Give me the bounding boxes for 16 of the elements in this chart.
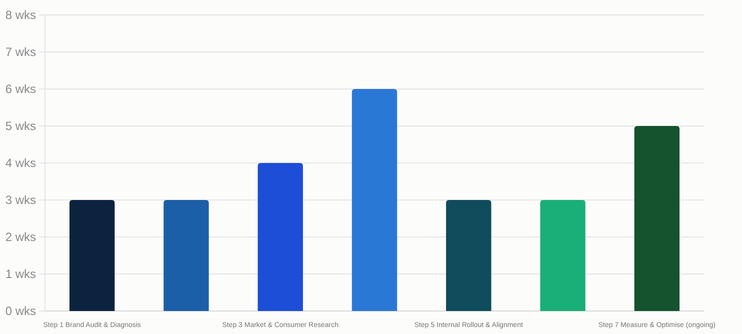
y-tick-label: 6 wks: [5, 82, 36, 96]
y-tick-label: 0 wks: [5, 304, 36, 318]
bar: [540, 200, 586, 311]
bar: [164, 200, 209, 311]
y-tick-label: 8 wks: [5, 8, 36, 22]
bar: [69, 200, 115, 311]
bar: [446, 200, 492, 311]
bar: [352, 89, 398, 311]
y-tick-label: 2 wks: [5, 230, 36, 244]
bar: [258, 163, 303, 311]
bar: [634, 126, 680, 311]
y-tick-label: 1 wks: [5, 267, 36, 282]
y-tick-label: 4 wks: [5, 156, 36, 170]
y-tick-label: 7 wks: [5, 45, 36, 60]
y-tick-label: 5 wks: [5, 119, 36, 134]
y-tick-label: 3 wks: [5, 193, 36, 208]
